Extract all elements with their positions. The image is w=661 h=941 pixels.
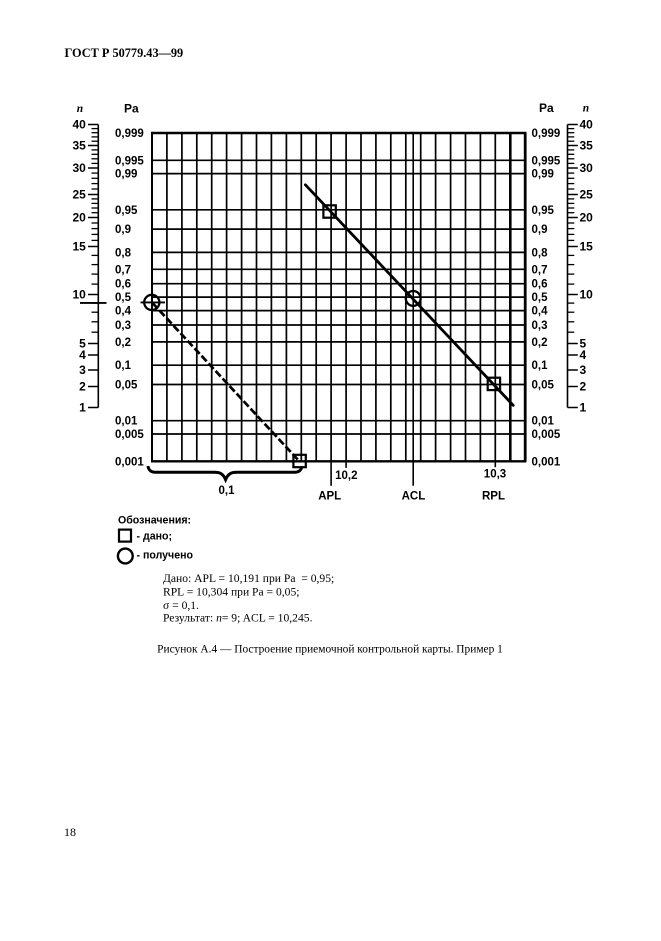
svg-text:0,3: 0,3 xyxy=(532,320,548,332)
svg-text:0,7: 0,7 xyxy=(115,264,131,276)
svg-text:0,01: 0,01 xyxy=(115,416,138,428)
svg-text:0,4: 0,4 xyxy=(115,306,132,318)
svg-text:0,6: 0,6 xyxy=(115,279,131,291)
svg-text:5: 5 xyxy=(79,337,86,351)
svg-text:0,995: 0,995 xyxy=(532,155,561,167)
svg-text:- получено: - получено xyxy=(137,550,194,562)
svg-text:- дано;: - дано; xyxy=(137,531,173,543)
svg-text:0,9: 0,9 xyxy=(532,224,548,236)
svg-text:0,1: 0,1 xyxy=(532,360,549,372)
svg-text:30: 30 xyxy=(580,161,594,175)
svg-text:35: 35 xyxy=(580,139,594,153)
svg-text:0,6: 0,6 xyxy=(532,279,548,291)
svg-text:10,3: 10,3 xyxy=(484,469,506,481)
svg-text:0,01: 0,01 xyxy=(532,416,555,428)
svg-text:Обозначения:: Обозначения: xyxy=(118,515,191,527)
svg-text:5: 5 xyxy=(580,337,587,351)
svg-text:APL: APL xyxy=(318,491,341,503)
svg-text:0,001: 0,001 xyxy=(532,456,561,468)
svg-text:0,999: 0,999 xyxy=(532,128,561,140)
svg-text:0,005: 0,005 xyxy=(115,429,144,441)
svg-text:n: n xyxy=(77,103,83,115)
svg-text:20: 20 xyxy=(580,211,594,225)
svg-text:0,2: 0,2 xyxy=(532,337,548,349)
svg-text:σ = 0,1.: σ = 0,1. xyxy=(163,599,199,612)
svg-text:2: 2 xyxy=(79,380,86,394)
svg-text:40: 40 xyxy=(580,118,594,132)
svg-text:0,99: 0,99 xyxy=(115,169,137,181)
svg-text:0,8: 0,8 xyxy=(532,247,549,259)
svg-text:ГОСТ Р 50779.43—99: ГОСТ Р 50779.43—99 xyxy=(65,46,184,60)
svg-text:RPL: RPL xyxy=(482,491,505,503)
svg-text:0,5: 0,5 xyxy=(115,292,132,304)
svg-text:0,05: 0,05 xyxy=(532,380,555,392)
svg-text:25: 25 xyxy=(72,188,86,202)
svg-text:n: n xyxy=(583,103,589,115)
svg-text:2: 2 xyxy=(580,380,587,394)
svg-text:15: 15 xyxy=(72,240,86,254)
svg-text:0,05: 0,05 xyxy=(115,380,138,392)
svg-text:0,1: 0,1 xyxy=(115,360,132,372)
svg-text:0,95: 0,95 xyxy=(115,205,138,217)
svg-text:Дано: APL = 10,191 при Ра = 0: Дано: APL = 10,191 при Ра = 0,95; xyxy=(163,572,334,585)
svg-text:25: 25 xyxy=(580,188,594,202)
svg-text:0,3: 0,3 xyxy=(115,320,131,332)
svg-text:0,2: 0,2 xyxy=(115,337,131,349)
svg-text:0,4: 0,4 xyxy=(532,306,549,318)
svg-text:4: 4 xyxy=(79,348,86,362)
svg-text:15: 15 xyxy=(580,240,594,254)
svg-text:0,005: 0,005 xyxy=(532,429,561,441)
svg-text:RPL = 10,304 при Ра = 0,05;: RPL = 10,304 при Ра = 0,05; xyxy=(163,586,300,599)
svg-text:20: 20 xyxy=(72,211,86,225)
svg-text:10: 10 xyxy=(580,288,594,302)
svg-text:30: 30 xyxy=(72,161,86,175)
svg-text:Pa: Pa xyxy=(124,102,139,116)
svg-text:40: 40 xyxy=(72,118,86,132)
svg-text:ACL: ACL xyxy=(402,491,426,503)
svg-text:1: 1 xyxy=(79,401,86,415)
svg-text:1: 1 xyxy=(580,401,587,415)
svg-text:10: 10 xyxy=(72,288,86,302)
svg-text:Результат: n= 9; ACL = 10,245.: Результат: n= 9; ACL = 10,245. xyxy=(163,612,313,625)
svg-text:10,2: 10,2 xyxy=(335,470,357,482)
svg-text:0,1: 0,1 xyxy=(219,485,236,497)
svg-text:0,999: 0,999 xyxy=(115,128,144,140)
svg-text:Pa: Pa xyxy=(539,101,554,115)
svg-text:0,5: 0,5 xyxy=(532,292,549,304)
svg-text:35: 35 xyxy=(72,139,86,153)
svg-text:0,7: 0,7 xyxy=(532,264,548,276)
svg-text:Рисунок А.4 — Построение прием: Рисунок А.4 — Построение приемочной конт… xyxy=(157,644,503,656)
svg-text:0,8: 0,8 xyxy=(115,247,132,259)
svg-text:3: 3 xyxy=(79,363,86,377)
svg-text:18: 18 xyxy=(64,825,76,839)
svg-text:0,001: 0,001 xyxy=(115,456,144,468)
svg-text:3: 3 xyxy=(580,363,587,377)
svg-text:4: 4 xyxy=(580,348,587,362)
svg-text:0,9: 0,9 xyxy=(115,224,131,236)
svg-text:0,99: 0,99 xyxy=(532,169,554,181)
svg-text:0,95: 0,95 xyxy=(532,205,555,217)
svg-text:0,995: 0,995 xyxy=(115,155,144,167)
